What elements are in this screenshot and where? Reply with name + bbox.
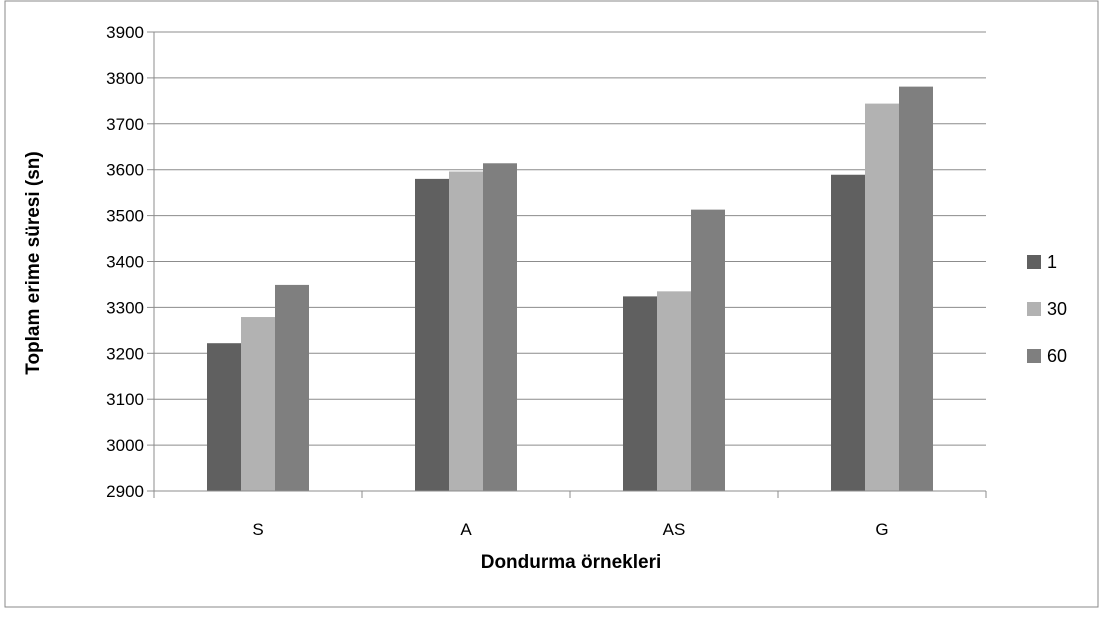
y-axis-label: Toplam erime süresi (sn) xyxy=(23,151,44,375)
y-tick-label: 3700 xyxy=(106,115,144,134)
legend-swatch-60 xyxy=(1027,349,1041,363)
bar-A-1 xyxy=(415,178,449,491)
legend-swatch-30 xyxy=(1027,302,1041,316)
bar-S-1 xyxy=(207,343,241,491)
axes xyxy=(153,32,987,498)
legend-label-30: 30 xyxy=(1047,299,1067,319)
chart-border xyxy=(4,0,1099,608)
bar-A-30 xyxy=(449,171,483,491)
y-tick-labels: 2900 3000 3100 3200 3300 3400 3500 3600 3700 3800… xyxy=(106,23,144,501)
legend-swatch-1 xyxy=(1027,255,1041,269)
y-tick-label: 3300 xyxy=(106,298,144,317)
legend-label-60: 60 xyxy=(1047,346,1067,366)
bar-AS-30 xyxy=(657,291,691,491)
y-tick-label: 3400 xyxy=(106,253,144,272)
bar-AS-1 xyxy=(623,296,657,491)
bar-AS-60 xyxy=(691,209,725,491)
y-tick-label: 3200 xyxy=(106,344,144,363)
y-tick-label: 3900 xyxy=(106,23,144,42)
y-tick-label: 3800 xyxy=(106,69,144,88)
legend: 1 30 60 xyxy=(1027,252,1067,366)
bars xyxy=(207,86,933,492)
x-tick-labels: S A AS G xyxy=(252,520,888,539)
legend-label-1: 1 xyxy=(1047,252,1057,272)
x-tick-label: S xyxy=(252,520,263,539)
bar-S-60 xyxy=(275,284,309,491)
bar-G-1 xyxy=(831,174,865,491)
x-tick-label: AS xyxy=(663,520,686,539)
bar-G-30 xyxy=(865,103,899,491)
x-tick-label: A xyxy=(460,520,472,539)
y-tick-label: 3600 xyxy=(106,161,144,180)
bar-A-60 xyxy=(483,163,517,492)
y-tick-label: 3000 xyxy=(106,436,144,455)
x-axis-label: Dondurma örnekleri xyxy=(481,552,662,573)
x-tick-label: G xyxy=(875,520,888,539)
y-tick-label: 3100 xyxy=(106,390,144,409)
y-tick-label: 3500 xyxy=(106,207,144,226)
y-tick-label: 2900 xyxy=(106,482,144,501)
bar-G-60 xyxy=(899,86,933,491)
bar-S-30 xyxy=(241,317,275,491)
